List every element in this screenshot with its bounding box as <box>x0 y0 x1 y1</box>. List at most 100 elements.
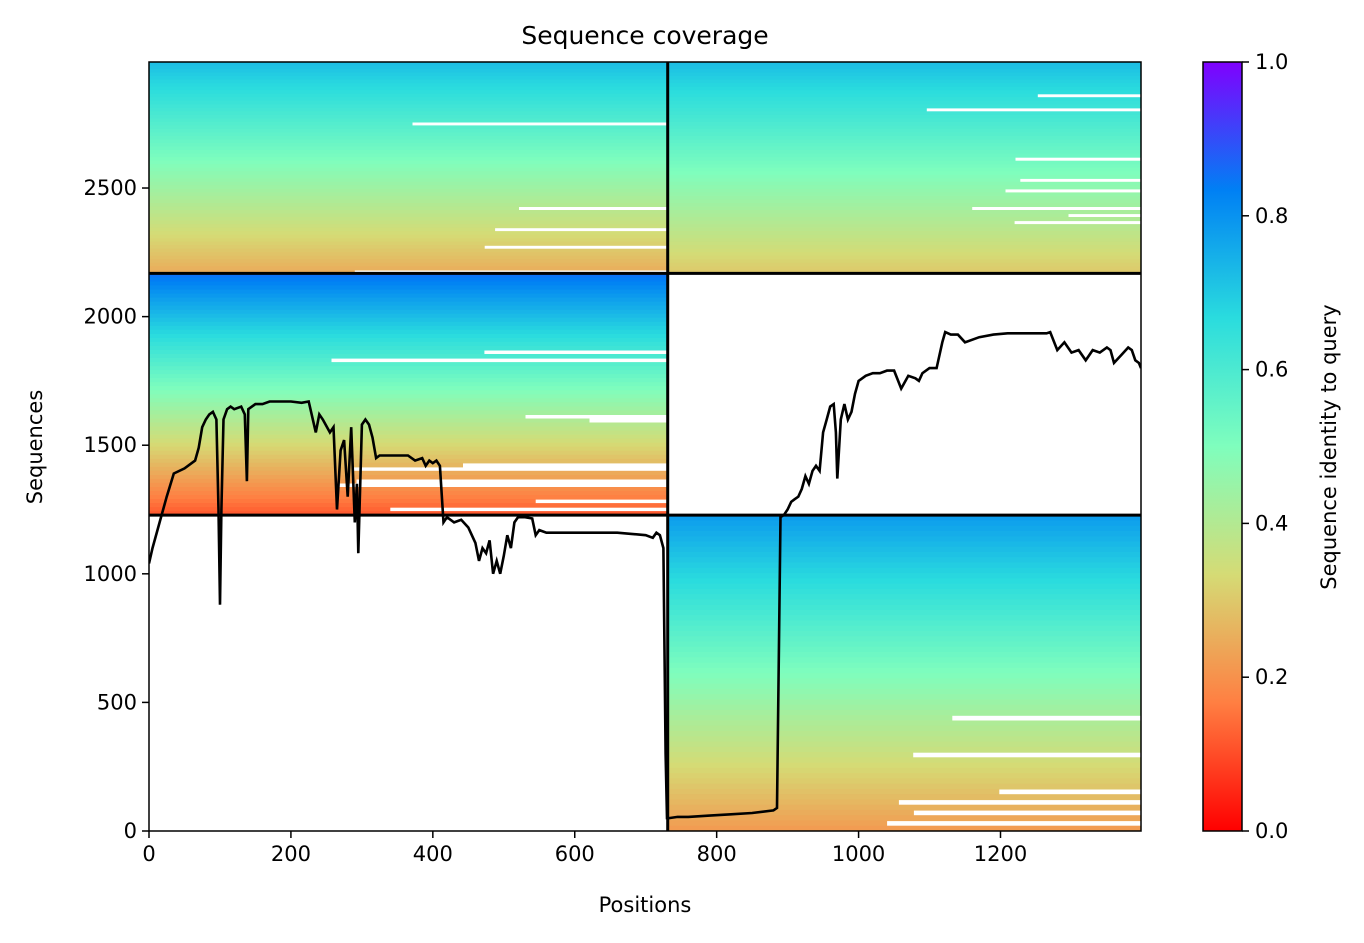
heatmap-strip-5-20 <box>667 132 1141 137</box>
y-tick-label: 500 <box>97 690 137 714</box>
heatmap-strip-2-59 <box>149 511 668 516</box>
x-tick-label: 1200 <box>974 842 1027 866</box>
heatmap-strip-3-0 <box>667 515 1141 522</box>
heatmap-strip-2-9 <box>149 309 668 315</box>
x-tick-label: 1000 <box>832 842 885 866</box>
colorbar-tick-label: 0.2 <box>1255 665 1288 689</box>
heatmap-strip-3-18 <box>667 609 1141 616</box>
heatmap-strip-3-29 <box>667 667 1141 674</box>
heatmap-strip-2-51 <box>149 478 357 484</box>
heatmap-strip-2-3 <box>149 285 668 291</box>
colorbar-tick-label: 0.8 <box>1255 204 1288 228</box>
heatmap-strip-0-54 <box>149 252 668 257</box>
heatmap-strip-5-53 <box>667 248 1141 253</box>
heatmap-strip-5-21 <box>667 136 1141 141</box>
heatmap-strip-5-16 <box>667 118 1141 123</box>
heatmap-strip-0-16 <box>149 118 668 123</box>
heatmap-strip-2-53 <box>149 487 668 492</box>
heatmap-strip-2-11 <box>149 317 668 323</box>
heatmap-strip-5-25 <box>667 150 1141 155</box>
heatmap-strip-3-43 <box>667 741 1141 748</box>
heatmap-strip-5-33 <box>667 178 1021 183</box>
x-axis-label: Positions <box>599 893 692 917</box>
heatmap-strip-2-30 <box>149 394 668 399</box>
heatmap-strip-3-2 <box>667 525 1141 532</box>
heatmap-strip-5-50 <box>667 238 1141 243</box>
heatmap-strip-5-29 <box>667 164 1141 169</box>
heatmap-strip-3-7 <box>667 552 1141 558</box>
x-tick-label: 600 <box>555 842 595 866</box>
colorbar-tick-label: 0.6 <box>1255 358 1288 382</box>
heatmap-strip-0-55 <box>149 255 668 260</box>
heatmap-strip-2-41 <box>149 438 668 444</box>
heatmap-strip-5-35 <box>667 185 1141 190</box>
y-tick-label: 0 <box>124 819 137 843</box>
heatmap-strip-0-15 <box>149 114 668 119</box>
heatmap-strip-5-51 <box>667 241 1141 246</box>
heatmap-strip-5-10 <box>667 97 1141 102</box>
heatmap-strip-0-27 <box>149 157 668 162</box>
heatmap-strip-0-35 <box>149 185 668 190</box>
heatmap-strip-5-30 <box>667 167 1141 172</box>
x-axis: 0 200 400 600 800 1000 1200 <box>142 831 1027 866</box>
heatmap-strip-0-20 <box>149 132 668 137</box>
x-tick-label: 400 <box>413 842 453 866</box>
heatmap-strip-5-36 <box>667 188 1006 193</box>
heatmap-strip-5-19 <box>667 128 1141 133</box>
heatmap-strip-3-12 <box>667 578 1141 585</box>
heatmap-strip-5-41 <box>667 206 973 211</box>
colorbar-label: Sequence identity to query <box>1317 304 1341 589</box>
heatmap-strip-2-0 <box>149 273 668 278</box>
heatmap-strip-5-2 <box>667 69 1141 74</box>
heatmap-strip-0-50 <box>149 238 668 243</box>
heatmap-strip-0-47 <box>149 227 496 232</box>
heatmap-strip-5-3 <box>667 72 1141 77</box>
heatmap-strip-5-56 <box>667 259 1141 264</box>
heatmap-strip-5-46 <box>667 224 1141 229</box>
heatmap-strip-3-23 <box>667 636 1141 643</box>
heatmap-strip-0-37 <box>149 192 668 197</box>
heatmap-strip-5-24 <box>667 146 1141 151</box>
heatmap-strip-0-28 <box>149 160 668 165</box>
heatmap-strip-2-46 <box>149 458 668 464</box>
heatmap-strip-3-35 <box>667 699 1141 706</box>
heatmap-strip-2-25 <box>149 374 668 379</box>
heatmap-strip-5-57 <box>667 262 1141 267</box>
heatmap-strip-3-47 <box>667 762 1141 769</box>
heatmap-strip-3-10 <box>667 567 1141 574</box>
heatmap-strip-5-43 <box>667 213 1069 218</box>
heatmap-strip-3-48 <box>667 767 1141 774</box>
heatmap-strip-2-7 <box>149 301 668 307</box>
heatmap-strip-3-54 <box>667 799 899 806</box>
heatmap-strip-3-30 <box>667 673 1141 679</box>
heatmap-strip-3-24 <box>667 641 1141 648</box>
heatmap-strip-0-18 <box>149 125 668 130</box>
heatmap-strip-2-47 <box>149 462 463 468</box>
heatmap-strip-5-42 <box>667 210 1141 215</box>
heatmap-strip-2-1 <box>149 277 668 282</box>
heatmap-strip-5-32 <box>667 174 1141 179</box>
heatmap-strip-3-1 <box>667 520 1141 527</box>
heatmap-strip-3-57 <box>667 815 1141 822</box>
heatmap-strip-3-34 <box>667 694 1141 700</box>
heatmap-strip-0-33 <box>149 178 668 183</box>
heatmap-strip-3-51 <box>667 783 1141 790</box>
colorbar-tick-label: 0.0 <box>1255 819 1288 843</box>
heatmap-strip-5-7 <box>667 86 1141 91</box>
heatmap-strip-5-28 <box>667 160 1141 165</box>
heatmap-strip-0-58 <box>149 266 668 271</box>
heatmap-strip-5-23 <box>667 143 1141 148</box>
heatmap-strip-5-54 <box>667 252 1141 257</box>
heatmap-strip-5-27 <box>667 157 1016 162</box>
chart-title: Sequence coverage <box>521 21 768 50</box>
coverage-line <box>149 330 1141 820</box>
heatmap-strip-0-46 <box>149 224 668 229</box>
heatmap-strip-0-43 <box>149 213 668 218</box>
heatmap-strip-5-38 <box>667 195 1141 200</box>
heatmap-strip-2-40 <box>149 434 668 440</box>
heatmap-strip-5-17 <box>667 121 1141 126</box>
heatmap-strip-3-6 <box>667 546 1141 553</box>
heatmap-strip-3-52 <box>667 788 1000 795</box>
heatmap-strip-0-39 <box>149 199 668 204</box>
